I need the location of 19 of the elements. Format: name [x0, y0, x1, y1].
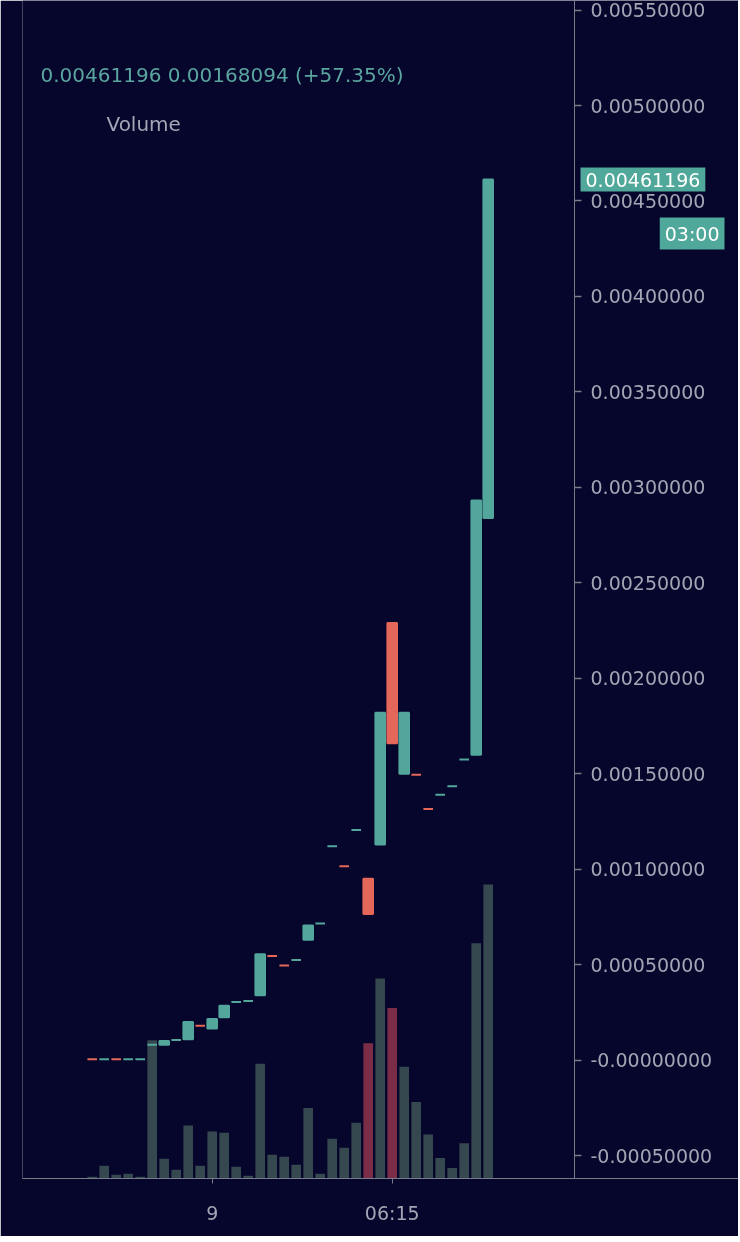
- y-tick-label: 0.00150000: [590, 762, 706, 785]
- y-tick-label: 0.00550000: [590, 0, 706, 22]
- y-tick-label: 0.00100000: [590, 858, 706, 881]
- text: 03:00: [664, 222, 720, 245]
- text: 0.00461196: [585, 168, 701, 191]
- x-tick-label: 9: [206, 1201, 219, 1224]
- y-tick-label: 0.00300000: [590, 476, 706, 499]
- x-tick-label: 06:15: [364, 1201, 420, 1224]
- text: 0.00461196 0.00168094 (+57.35%): [40, 62, 404, 87]
- y-tick-label: 0.00500000: [590, 94, 706, 117]
- chart-title: Volume: [106, 111, 181, 136]
- y-tick-label: -0.00050000: [590, 1144, 713, 1167]
- y-tick-label: 0.00400000: [590, 285, 706, 308]
- y-tick-label: 0.00250000: [590, 571, 706, 594]
- y-tick-label: 0.00200000: [590, 667, 706, 690]
- y-tick-label: 0.00050000: [590, 953, 706, 976]
- y-tick-label: 0.00450000: [590, 189, 706, 212]
- y-tick-label: 0.00350000: [590, 380, 706, 403]
- y-tick-label: -0.00000000: [590, 1049, 713, 1072]
